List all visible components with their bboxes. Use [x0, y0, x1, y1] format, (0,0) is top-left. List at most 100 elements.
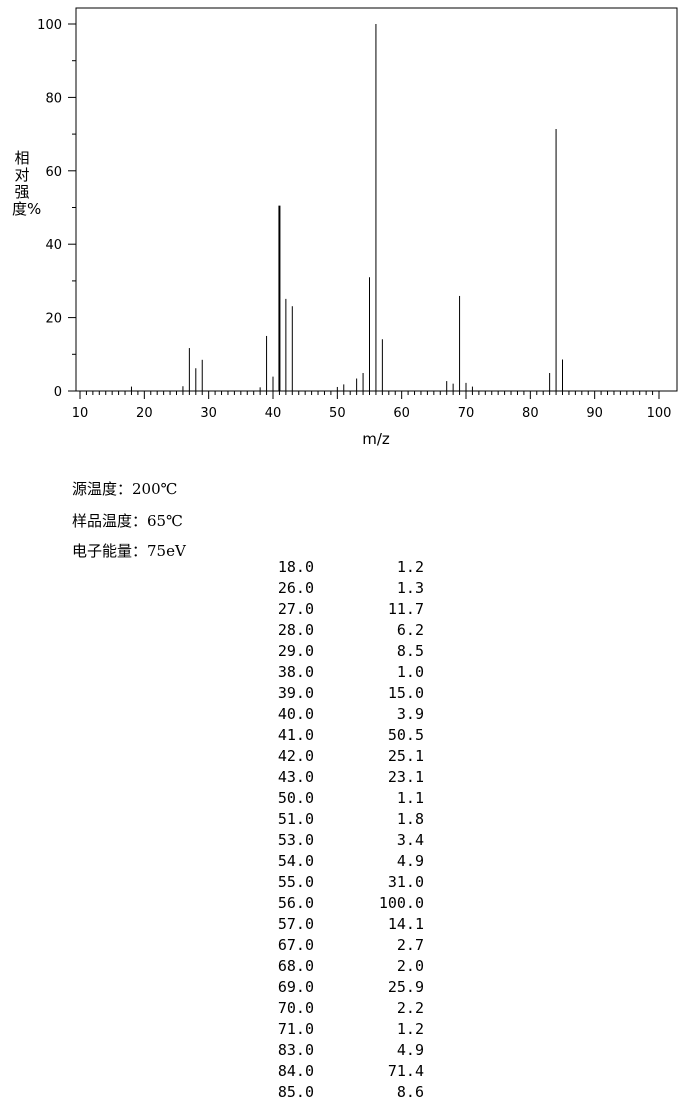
peak-row: 43.0 23.1: [240, 767, 430, 788]
peak-row: 38.0 1.0: [240, 662, 430, 683]
peak-abundance: 1.2: [396, 1020, 424, 1038]
peak-abundance: 8.6: [396, 1083, 424, 1101]
peak-abundance: 3.9: [396, 705, 424, 723]
peak-mz: 55.0: [277, 873, 314, 891]
peak-row: 83.0 4.9: [240, 1040, 430, 1061]
peak-mz: 43.0: [277, 768, 314, 786]
peak-row: 84.0 71.4: [240, 1061, 430, 1082]
peak-row: 67.0 2.7: [240, 935, 430, 956]
plot-frame: [75, 7, 678, 392]
peak-mz: 53.0: [277, 831, 314, 849]
source-temperature: 源温度：200℃: [72, 480, 178, 498]
peak-row: 26.0 1.3: [240, 578, 430, 599]
peak-mz: 51.0: [277, 810, 314, 828]
peak-mz: 67.0: [277, 936, 314, 954]
peak-abundance: 31.0: [387, 873, 424, 891]
electron-energy: 电子能量：75eV: [72, 542, 186, 560]
peak-abundance: 50.5: [387, 726, 424, 744]
peak-row: 57.0 14.1: [240, 914, 430, 935]
peak-row: 42.0 25.1: [240, 746, 430, 767]
peak-mz: 70.0: [277, 999, 314, 1017]
y-axis-label: 相对强度%: [12, 149, 42, 218]
x-tick-label: 30: [200, 406, 217, 421]
sample-temperature: 样品温度：65℃: [72, 512, 183, 530]
peak-row: 56.0 100.0: [240, 893, 430, 914]
peak-abundance: 1.8: [396, 810, 424, 828]
peak-abundance: 2.0: [396, 957, 424, 975]
peak-mz: 54.0: [277, 852, 314, 870]
peak-row: 55.0 31.0: [240, 872, 430, 893]
peak-row: 53.0 3.4: [240, 830, 430, 851]
y-tick-label: 100: [37, 18, 62, 33]
peak-abundance: 15.0: [387, 684, 424, 702]
peak-abundance: 2.7: [396, 936, 424, 954]
peak-row: 50.0 1.1: [240, 788, 430, 809]
peak-mz: 18.0: [277, 558, 314, 576]
peak-mz: 83.0: [277, 1041, 314, 1059]
peak-mz: 29.0: [277, 642, 314, 660]
peak-row: 85.0 8.6: [240, 1082, 430, 1103]
mass-spectrum-chart: 0 20 40 60 80 100 10 20 30 40 50 60 70 80 90 100 m/z: [37, 7, 678, 448]
peak-abundance: 1.1: [396, 789, 424, 807]
peak-abundance: 25.9: [387, 978, 424, 996]
peak-mz: 85.0: [277, 1083, 314, 1101]
peak-abundance: 23.1: [387, 768, 424, 786]
peak-abundance: 1.2: [396, 558, 424, 576]
x-tick-label: 100: [647, 406, 672, 421]
peak-mz: 27.0: [277, 600, 314, 618]
peak-abundance: 4.9: [396, 1041, 424, 1059]
peak-abundance: 6.2: [396, 621, 424, 639]
peak-row: 28.0 6.2: [240, 620, 430, 641]
peak-row: 18.0 1.2: [240, 557, 430, 578]
peak-mz: 56.0: [277, 894, 314, 912]
y-tick-label: 20: [45, 312, 62, 327]
peak-abundance: 71.4: [387, 1062, 424, 1080]
peak-row: 29.0 8.5: [240, 641, 430, 662]
peak-mz: 68.0: [277, 957, 314, 975]
peak-abundance: 100.0: [378, 894, 424, 912]
peak-abundance: 8.5: [396, 642, 424, 660]
peak-abundance: 14.1: [387, 915, 424, 933]
peak-row: 40.0 3.9: [240, 704, 430, 725]
y-tick-label: 0: [54, 385, 62, 400]
peak-mz: 42.0: [277, 747, 314, 765]
y-tick-label: 40: [45, 238, 62, 253]
peak-mz: 40.0: [277, 705, 314, 723]
peak-mz: 39.0: [277, 684, 314, 702]
x-tick-label: 40: [265, 406, 282, 421]
peak-abundance: 25.1: [387, 747, 424, 765]
peak-abundance: 3.4: [396, 831, 424, 849]
peak-mz: 57.0: [277, 915, 314, 933]
peak-mz: 41.0: [277, 726, 314, 744]
peak-row: 54.0 4.9: [240, 851, 430, 872]
peak-row: 39.0 15.0: [240, 683, 430, 704]
x-tick-label: 50: [329, 406, 346, 421]
peak-row: 27.0 11.7: [240, 599, 430, 620]
spectrum-bars: [130, 24, 563, 391]
peak-row: 68.0 2.0: [240, 956, 430, 977]
peak-mz: 28.0: [277, 621, 314, 639]
peak-mz: 71.0: [277, 1020, 314, 1038]
x-tick-label: 90: [586, 406, 603, 421]
x-tick-label: 10: [72, 406, 89, 421]
x-tick-labels: 10 20 30 40 50 60 70 80 90 100: [72, 406, 672, 421]
x-axis-label: m/z: [362, 430, 390, 448]
x-tick-label: 20: [136, 406, 153, 421]
y-tick-label: 60: [45, 165, 62, 180]
peak-abundance: 4.9: [396, 852, 424, 870]
y-tick-label: 80: [45, 91, 62, 106]
peak-row: 71.0 1.2: [240, 1019, 430, 1040]
peak-mz: 26.0: [277, 579, 314, 597]
peak-mz: 50.0: [277, 789, 314, 807]
peak-row: 69.0 25.9: [240, 977, 430, 998]
peak-abundance: 2.2: [396, 999, 424, 1017]
peak-row: 70.0 2.2: [240, 998, 430, 1019]
peak-row: 51.0 1.8: [240, 809, 430, 830]
peak-row: 41.0 50.5: [240, 725, 430, 746]
x-tick-label: 60: [393, 406, 410, 421]
x-tick-label: 80: [522, 406, 539, 421]
peak-abundance: 1.0: [396, 663, 424, 681]
peak-table: 18.0 1.2 26.0 1.3 27.0 11.7 28.0 6.2 29.0 8.5 38.0…: [240, 557, 430, 1103]
x-tick-label: 70: [458, 406, 475, 421]
peak-abundance: 1.3: [396, 579, 424, 597]
